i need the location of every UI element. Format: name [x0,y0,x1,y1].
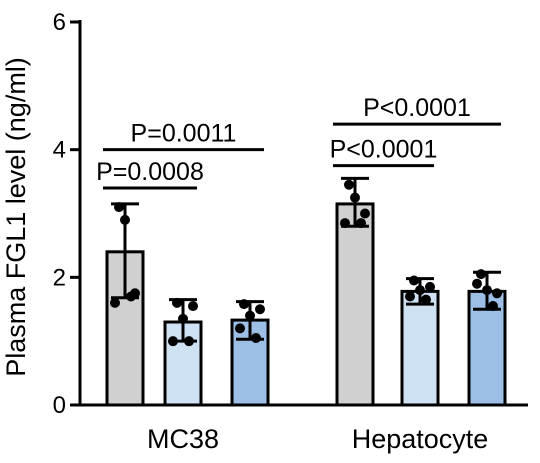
p-value-label: P=0.0008 [96,158,204,186]
y-tick-label: 2 [53,264,66,291]
y-tick-label: 4 [53,137,66,164]
data-point [350,192,360,203]
data-point [425,281,435,292]
data-point [476,269,486,280]
data-point [482,285,492,296]
bar [335,202,375,407]
data-point [405,291,415,302]
y-tick-label: 6 [53,9,66,36]
data-point [239,299,249,310]
data-point [421,294,431,305]
data-point [492,288,502,299]
data-point [340,218,350,229]
data-point [409,275,419,286]
data-point [184,336,194,347]
data-point [172,297,182,308]
data-point [415,285,425,296]
data-point [488,301,498,312]
data-point [344,179,354,190]
data-point [120,214,130,225]
p-value-label: P<0.0001 [363,94,471,122]
y-tick-label: 0 [53,392,66,419]
data-point [360,208,370,219]
data-point [255,304,265,315]
plot-area: 0 2 4 6 MC38 Hepatocyte P=0.0008 P=0.0011 P<0.00… [53,9,528,454]
data-point [168,336,178,347]
data-point [110,297,120,308]
data-point [251,332,261,343]
data-point [178,313,188,324]
bar [400,289,440,407]
category-label: MC38 [147,424,219,454]
data-point [188,301,198,312]
y-axis-label: Plasma FGL1 level (ng/ml) [1,57,31,377]
p-value-label: P<0.0001 [330,136,438,164]
data-point [235,323,245,334]
data-point [245,310,255,321]
data-point [356,218,366,229]
data-point [472,278,482,289]
p-value-label: P=0.0011 [131,120,237,148]
data-point [114,202,124,213]
category-label: Hepatocyte [352,424,489,454]
data-point [130,288,140,299]
